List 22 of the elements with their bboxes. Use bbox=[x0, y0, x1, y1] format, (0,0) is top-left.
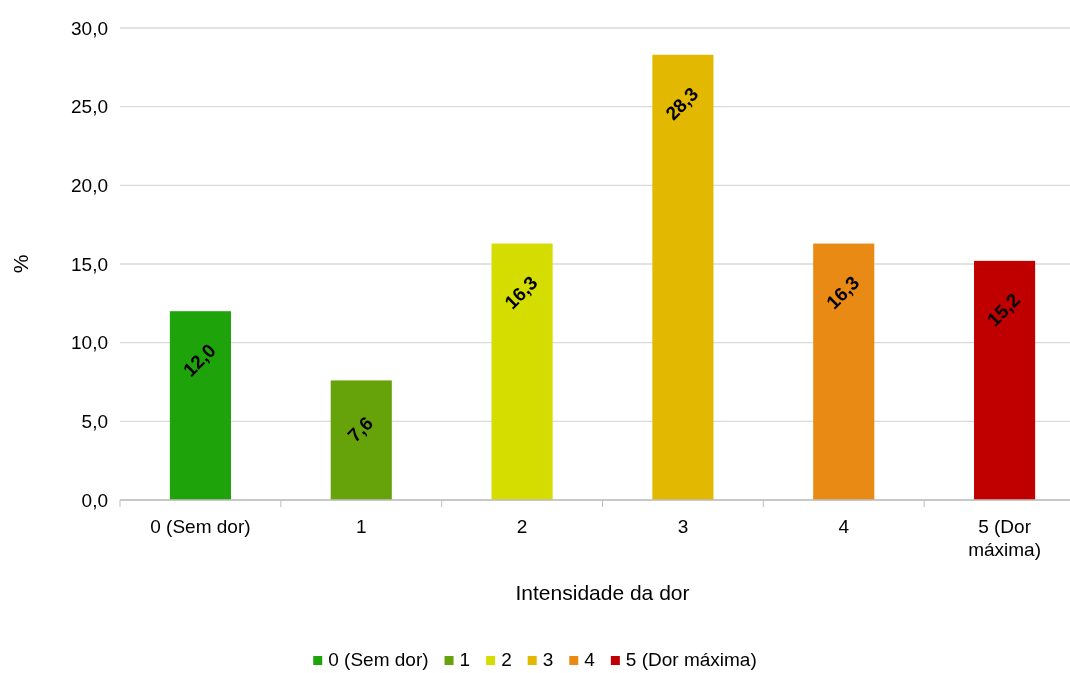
y-tick-label: 5,0 bbox=[81, 410, 108, 432]
y-tick-label: 30,0 bbox=[71, 17, 108, 39]
legend-label: 5 (Dor máxima) bbox=[625, 649, 757, 671]
legend-label: 0 (Sem dor) bbox=[328, 649, 429, 671]
y-tick-label: 10,0 bbox=[71, 332, 108, 354]
legend-label: 2 bbox=[501, 649, 512, 671]
x-tick-label: 4 bbox=[838, 516, 850, 537]
x-tick-label: 3 bbox=[677, 516, 689, 537]
y-tick-label: 15,0 bbox=[71, 253, 108, 275]
legend-label: 1 bbox=[459, 649, 471, 671]
legend-label: 4 bbox=[584, 649, 596, 671]
y-tick-label: 20,0 bbox=[71, 174, 108, 196]
x-tick-label: 5 (Dor máxima) bbox=[968, 516, 1042, 560]
data-label: 7,6 bbox=[343, 412, 377, 447]
y-tick-label: 25,0 bbox=[71, 96, 108, 118]
y-axis-title: % bbox=[9, 254, 32, 274]
legend-label: 3 bbox=[542, 649, 554, 671]
y-tick-label: 0,0 bbox=[81, 489, 108, 511]
x-tick-label: 2 bbox=[516, 516, 528, 537]
x-axis-title: Intensidade da dor bbox=[515, 581, 690, 604]
x-tick-label: 0 (Sem dor) bbox=[150, 516, 251, 537]
x-tick-label: 1 bbox=[355, 516, 367, 537]
